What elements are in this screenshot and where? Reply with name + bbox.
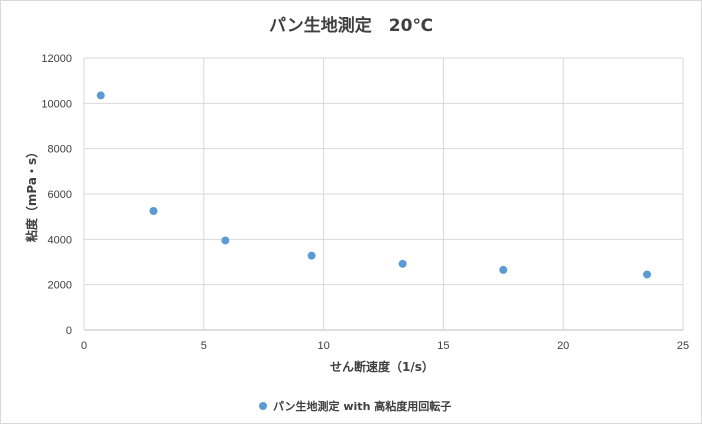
- data-point: [307, 251, 316, 260]
- y-axis-title: 粘度（mPa・s）: [24, 146, 39, 242]
- legend: パン生地測定 with 高粘度用回転子: [259, 399, 451, 413]
- x-tick-label: 10: [317, 340, 329, 352]
- legend-marker: [259, 402, 267, 410]
- data-point: [643, 270, 652, 279]
- data-point: [96, 91, 105, 100]
- data-point: [499, 265, 508, 274]
- data-point: [221, 236, 230, 245]
- legend-label: パン生地測定 with 高粘度用回転子: [273, 399, 451, 413]
- y-tick-label: 4000: [48, 234, 72, 246]
- data-point: [149, 207, 158, 215]
- grid: [84, 57, 684, 330]
- data-point: [398, 259, 407, 268]
- x-tick-label: 0: [81, 340, 87, 352]
- tick-labels: 0 2000 4000 6000 8000 10000 12000 0 5 10 15 20 25: [41, 53, 689, 352]
- x-tick-label: 20: [557, 340, 569, 352]
- y-tick-label: 12000: [41, 53, 72, 65]
- data-points: [96, 91, 652, 279]
- y-tick-label: 0: [66, 325, 72, 337]
- y-tick-label: 2000: [48, 280, 72, 292]
- x-tick-label: 15: [437, 340, 449, 352]
- x-tick-label: 5: [201, 340, 207, 352]
- y-tick-label: 8000: [48, 144, 72, 156]
- y-tick-label: 10000: [41, 98, 72, 110]
- x-axis-title: せん断速度（1/s）: [330, 359, 434, 374]
- axes: [83, 58, 683, 331]
- chart-title: パン生地測定 20℃: [269, 15, 433, 36]
- y-tick-label: 6000: [48, 189, 72, 201]
- x-tick-label: 25: [677, 340, 689, 352]
